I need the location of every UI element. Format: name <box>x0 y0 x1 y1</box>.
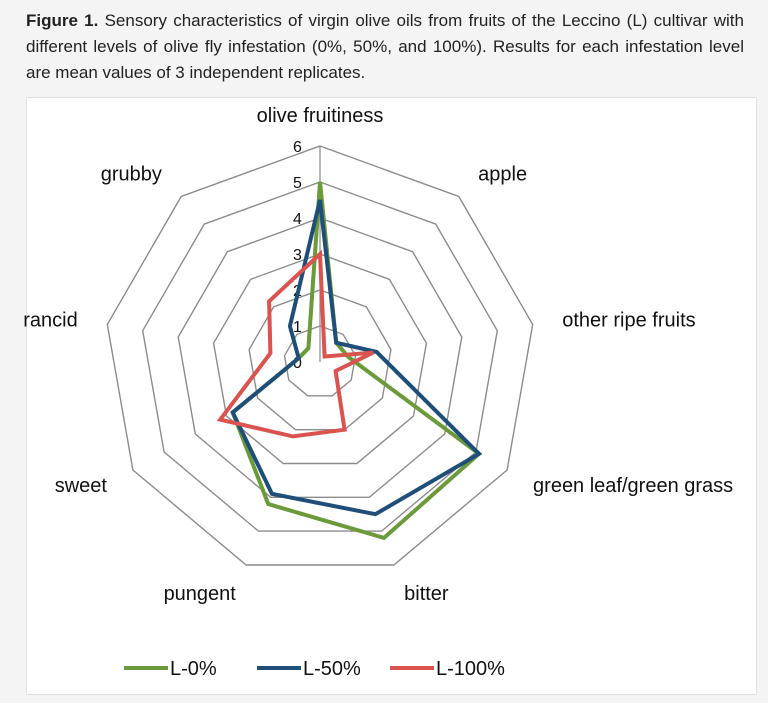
grid-ring-2 <box>248 289 392 431</box>
chart-panel <box>26 97 757 695</box>
tick-label-6: 6 <box>293 139 302 156</box>
grid-ring-5 <box>141 181 499 532</box>
axis-label-6: sweet <box>55 475 108 497</box>
series-line-1 <box>230 199 483 517</box>
axis-label-5: pungent <box>164 583 237 605</box>
grid-ring-3 <box>212 253 428 465</box>
radar-axis-labels: olive fruitiness apple other ripe fruits gr… <box>23 105 733 605</box>
tick-label-4: 4 <box>293 211 302 228</box>
legend-label-0: L-0% <box>170 658 217 680</box>
series-line-0 <box>230 181 483 541</box>
series-line-2 <box>216 249 375 439</box>
axis-label-8: grubby <box>101 164 162 186</box>
grid-ring-6 <box>106 145 534 566</box>
figure-caption: Figure 1. Sensory characteristics of vir… <box>26 8 744 86</box>
tick-label-5: 5 <box>293 175 302 192</box>
axis-label-1: apple <box>478 164 527 186</box>
caption-label: Figure 1. <box>26 11 99 30</box>
tick-label-1: 1 <box>293 319 302 336</box>
tick-label-3: 3 <box>293 247 302 264</box>
radar-series <box>216 181 483 541</box>
chart-legend: L-0% L-50% L-100% <box>124 658 505 680</box>
legend-label-1: L-50% <box>303 658 361 680</box>
grid-ring-4 <box>177 217 463 498</box>
axis-label-3: green leaf/green grass <box>533 475 733 497</box>
axis-label-4: bitter <box>404 583 449 605</box>
legend-label-2: L-100% <box>436 658 505 680</box>
axis-label-0: olive fruitiness <box>257 105 384 127</box>
axis-label-2: other ripe fruits <box>562 309 695 331</box>
axis-label-7: rancid <box>23 309 77 331</box>
caption-text: Sensory characteristics of virgin olive … <box>26 11 744 82</box>
tick-label-0: 0 <box>293 355 302 372</box>
